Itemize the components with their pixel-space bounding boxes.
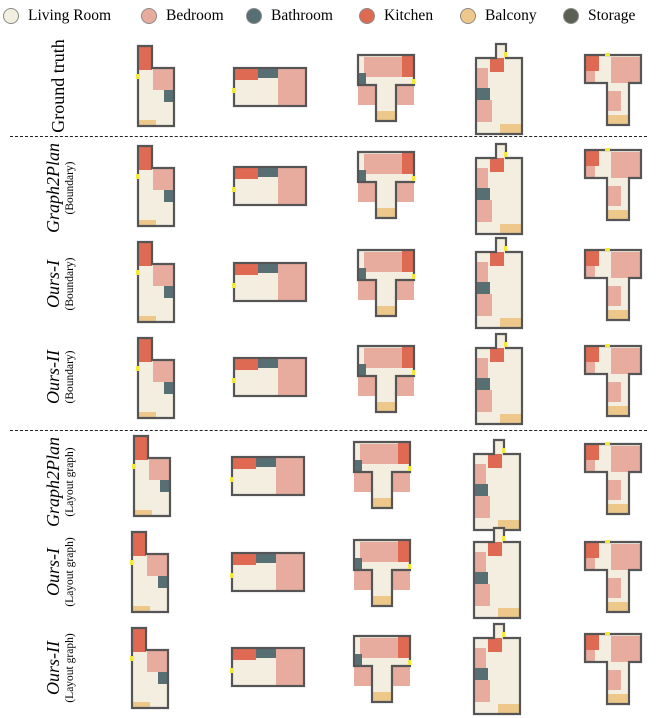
section-divider [10, 136, 647, 137]
floorplan-g2p-boundary-5 [583, 146, 643, 222]
floorplan-ours1-boundary-2 [230, 261, 308, 303]
bathroom-swatch [246, 8, 262, 24]
floorplan-ours2-layout-2 [228, 646, 306, 688]
legend-label: Kitchen [384, 7, 434, 24]
floorplan-g2p-layout-1 [130, 434, 172, 518]
floorplan-ours1-layout-5 [583, 538, 643, 614]
legend-label: Balcony [485, 7, 537, 24]
floorplan-ours1-layout-4 [472, 526, 522, 620]
floorplan-g2p-layout-2 [228, 455, 306, 497]
floorplan-ours1-layout-3 [352, 538, 413, 608]
floorplan-ours2-boundary-2 [230, 356, 308, 398]
legend-label: Bathroom [271, 7, 333, 24]
legend-item-storage: Storage [563, 5, 635, 27]
legend-item-bathroom: Bathroom [246, 5, 333, 27]
legend-item-living-room: Living Room [3, 5, 111, 27]
balcony-swatch [460, 8, 476, 24]
floorplan-ours2-layout-5 [583, 630, 643, 706]
floorplan-ours2-boundary-1 [134, 336, 176, 420]
floorplan-g2p-boundary-1 [134, 144, 176, 228]
legend-item-bedroom: Bedroom [141, 5, 224, 27]
floorplan-ours1-layout-1 [128, 530, 170, 614]
floorplan-gt-2 [230, 66, 308, 108]
floorplan-gt-4 [474, 42, 524, 136]
floorplan-ours2-boundary-5 [583, 342, 643, 418]
legend-item-kitchen: Kitchen [359, 5, 433, 27]
floorplan-g2p-boundary-4 [474, 142, 524, 236]
floorplan-gt-5 [583, 51, 643, 127]
floorplan-ours1-boundary-5 [583, 246, 643, 322]
floorplan-ours1-boundary-3 [356, 248, 417, 318]
floorplan-ours2-layout-1 [128, 626, 170, 710]
floorplan-gt-3 [356, 53, 417, 123]
legend-label: Storage [588, 7, 636, 24]
floorplan-g2p-boundary-2 [230, 165, 308, 207]
legend-item-balcony: Balcony [460, 5, 537, 27]
floorplan-ours1-boundary-1 [134, 240, 176, 324]
floorplan-ours2-layout-3 [352, 634, 413, 704]
kitchen-swatch [359, 8, 375, 24]
legend-label: Bedroom [166, 7, 224, 24]
storage-swatch [563, 8, 579, 24]
bedroom-swatch [141, 8, 157, 24]
floorplan-ours2-boundary-3 [356, 344, 417, 414]
floorplan-gt-1 [134, 44, 176, 128]
legend: Living Room Bedroom Bathroom Kitchen Bal… [0, 0, 667, 34]
floorplan-g2p-layout-3 [352, 440, 413, 510]
floorplan-g2p-layout-5 [583, 440, 643, 516]
floorplan-g2p-layout-4 [472, 438, 522, 532]
floorplan-g2p-boundary-3 [356, 150, 417, 220]
floorplan-ours1-layout-2 [228, 551, 306, 593]
living-room-swatch [3, 8, 19, 24]
legend-label: Living Room [28, 7, 112, 24]
floorplan-ours2-boundary-4 [474, 332, 524, 426]
floorplan-ours2-layout-4 [472, 622, 522, 716]
floorplan-ours1-boundary-4 [474, 236, 524, 330]
section-divider [10, 430, 647, 431]
